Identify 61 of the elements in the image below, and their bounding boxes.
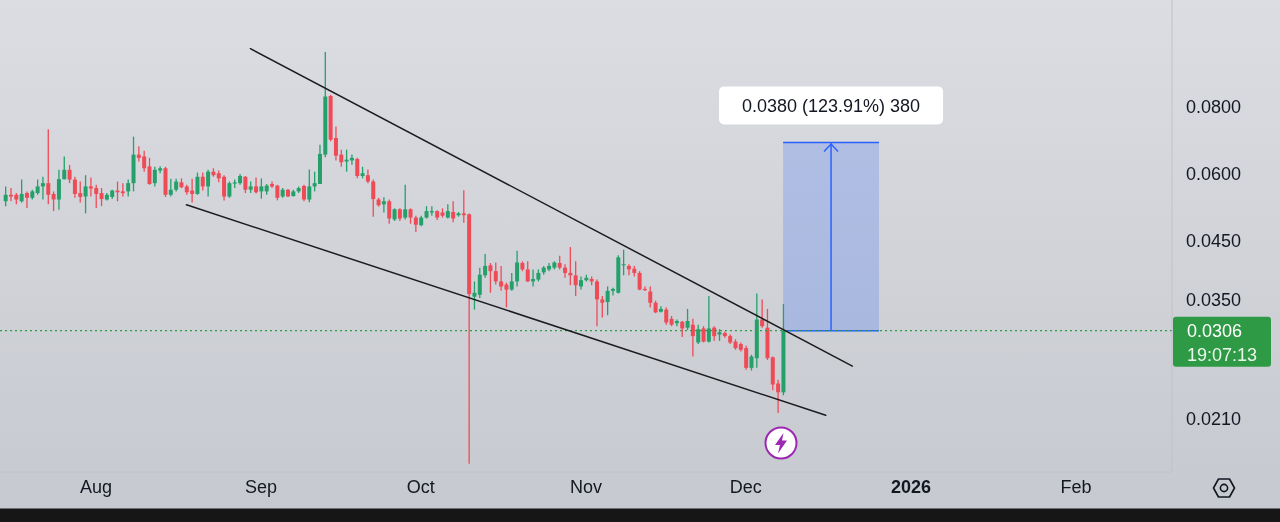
candlestick bbox=[371, 178, 376, 218]
candlestick bbox=[19, 178, 24, 204]
candlestick bbox=[381, 196, 386, 214]
x-tick-label: 2026 bbox=[890, 476, 931, 497]
candlestick bbox=[594, 278, 599, 327]
y-tick-label: 0.0600 bbox=[1186, 164, 1242, 185]
candlestick bbox=[83, 174, 88, 215]
candlestick bbox=[307, 168, 312, 203]
candlestick bbox=[499, 265, 504, 292]
candlestick bbox=[24, 190, 29, 209]
candlestick bbox=[563, 263, 568, 279]
candlestick bbox=[94, 184, 99, 209]
candlestick bbox=[51, 190, 56, 212]
x-tick-label: Aug bbox=[79, 476, 112, 497]
candlestick bbox=[259, 177, 264, 200]
candlestick bbox=[403, 184, 408, 221]
candlestick bbox=[472, 280, 477, 311]
candlestick bbox=[451, 200, 456, 223]
candlestick bbox=[525, 260, 530, 283]
candlestick bbox=[690, 318, 695, 358]
candlestick bbox=[605, 285, 610, 316]
candlestick bbox=[600, 295, 605, 319]
candlestick bbox=[483, 253, 488, 279]
candlestick bbox=[120, 182, 125, 198]
candlestick bbox=[515, 250, 520, 288]
band-label: 0.0380 (123.91%) 380 bbox=[741, 95, 921, 116]
y-tick-label: 0.0210 bbox=[1186, 408, 1242, 429]
candlestick bbox=[493, 261, 498, 286]
ref-line-label: 0.0306 bbox=[1187, 321, 1243, 342]
x-tick-label: Dec bbox=[729, 476, 762, 497]
candlestick bbox=[685, 308, 690, 331]
candlestick bbox=[344, 148, 349, 173]
candlestick bbox=[56, 169, 61, 211]
y-tick-label: 0.0350 bbox=[1186, 289, 1242, 310]
candlestick bbox=[573, 260, 578, 297]
candlestick bbox=[99, 187, 104, 207]
y-tick-label: 0.0450 bbox=[1186, 231, 1242, 252]
candlestick bbox=[355, 157, 360, 179]
candlestick bbox=[200, 171, 205, 192]
candlestick bbox=[488, 262, 493, 294]
candlestick bbox=[147, 157, 152, 186]
candlestick bbox=[195, 171, 200, 196]
candlestick bbox=[254, 176, 259, 195]
candlestick bbox=[46, 128, 51, 205]
candlestick bbox=[3, 185, 8, 207]
candlestick bbox=[67, 164, 72, 184]
candlestick bbox=[62, 155, 67, 181]
x-tick-label: Oct bbox=[406, 476, 435, 497]
text: 19:07:13 bbox=[1187, 345, 1258, 366]
y-tick-label: 0.0800 bbox=[1186, 96, 1242, 117]
candlestick bbox=[648, 285, 653, 309]
candlestick bbox=[40, 176, 45, 201]
x-tick-label: Feb bbox=[1060, 476, 1092, 497]
x-tick-label: Sep bbox=[245, 476, 278, 497]
x-tick-label: Nov bbox=[569, 476, 603, 497]
candlestick bbox=[206, 169, 211, 198]
candlestick bbox=[88, 176, 93, 198]
candlestick bbox=[706, 295, 711, 344]
candlestick bbox=[696, 324, 701, 345]
candlestick bbox=[387, 198, 392, 225]
candlestick bbox=[477, 267, 482, 299]
